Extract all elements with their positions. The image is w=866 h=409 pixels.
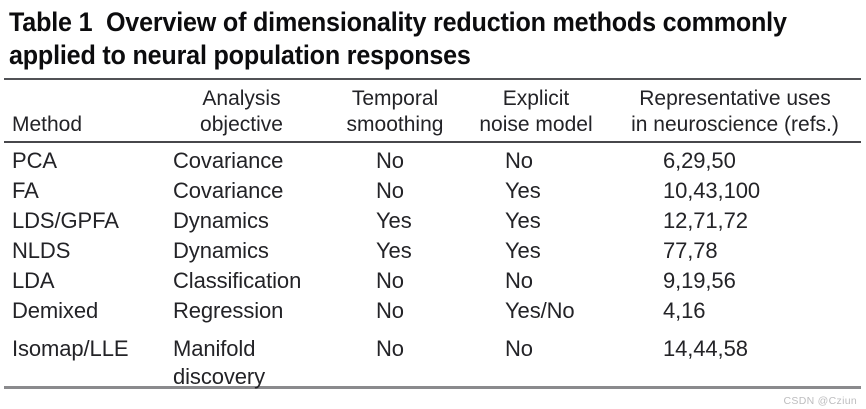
table-row-isomap-lle: Isomap/LLE Manifold discovery No No 14,4… <box>0 326 866 397</box>
table-row-lda: LDA Classification No No 9,19,56 <box>0 266 866 296</box>
table-row-lds-gpfa: LDS/GPFA Dynamics Yes Yes 12,71,72 <box>0 206 866 236</box>
cell-temporal-smoothing: No <box>376 336 404 361</box>
col-header-analysis-objective: Analysis objective <box>161 84 322 146</box>
cell-explicit-noise-model: Yes/No <box>505 298 575 323</box>
table-row-pca: PCA Covariance No No 6,29,50 <box>0 146 866 176</box>
col-header-temporal-smoothing: Temporal smoothing <box>322 84 468 146</box>
col-header-representative-uses: Representative uses in neuroscience (ref… <box>604 84 866 146</box>
cell-temporal-smoothing: No <box>376 178 404 203</box>
cell-method: PCA <box>12 148 57 173</box>
cell-analysis-objective: Regression <box>173 298 284 323</box>
cell-method: LDS/GPFA <box>12 208 119 233</box>
header-line: Analysis <box>202 87 281 110</box>
cell-analysis-objective: Dynamics <box>173 208 269 233</box>
cell-analysis-objective: Dynamics <box>173 238 269 263</box>
header-line: in neuroscience (refs.) <box>631 113 839 136</box>
cell-analysis-objective: Classification <box>173 268 302 293</box>
header-line: Representative uses <box>639 87 831 110</box>
header-line: Explicit <box>502 87 570 110</box>
cell-temporal-smoothing: No <box>376 148 404 173</box>
cell-explicit-noise-model: Yes <box>505 178 541 203</box>
cell-refs: 10,43,100 <box>663 178 760 203</box>
title-divider <box>4 78 861 80</box>
header-line: noise model <box>479 113 593 136</box>
bottom-divider <box>4 386 861 389</box>
cell-method: NLDS <box>12 238 71 263</box>
table-title: Table 1 Overview of dimensionality reduc… <box>9 6 865 72</box>
cell-method: Demixed <box>12 298 99 323</box>
cell-refs: 12,71,72 <box>663 208 748 233</box>
cell-refs: 4,16 <box>663 298 706 323</box>
cell-explicit-noise-model: No <box>505 148 533 173</box>
cell-temporal-smoothing: Yes <box>376 238 412 263</box>
table-row-demixed: Demixed Regression No Yes/No 4,16 <box>0 296 866 326</box>
header-line: objective <box>200 113 283 136</box>
table-title-line-1: Table 1 Overview of dimensionality reduc… <box>9 7 787 37</box>
cell-temporal-smoothing: No <box>376 298 404 323</box>
methods-table: Method Analysis objective Temporal smoot… <box>0 84 866 397</box>
cell-refs: 6,29,50 <box>663 148 736 173</box>
cell-explicit-noise-model: No <box>505 268 533 293</box>
cell-explicit-noise-model: Yes <box>505 208 541 233</box>
table-row-nlds: NLDS Dynamics Yes Yes 77,78 <box>0 236 866 266</box>
col-header-method: Method <box>0 84 161 146</box>
table-header-row: Method Analysis objective Temporal smoot… <box>0 84 866 146</box>
cell-method: LDA <box>12 268 55 293</box>
cell-temporal-smoothing: No <box>376 268 404 293</box>
cell-refs: 9,19,56 <box>663 268 736 293</box>
cell-refs: 14,44,58 <box>663 336 748 361</box>
cell-explicit-noise-model: No <box>505 336 533 361</box>
cell-analysis-objective: Covariance <box>173 148 284 173</box>
cell-explicit-noise-model: Yes <box>505 238 541 263</box>
col-header-explicit-noise-model: Explicit noise model <box>468 84 604 146</box>
cell-analysis-objective: Manifold discovery <box>173 336 266 389</box>
header-line: smoothing <box>346 113 444 136</box>
cell-method: FA <box>12 178 39 203</box>
cell-analysis-objective: Covariance <box>173 178 284 203</box>
table-row-fa: FA Covariance No Yes 10,43,100 <box>0 176 866 206</box>
header-divider <box>4 141 861 143</box>
cell-temporal-smoothing: Yes <box>376 208 412 233</box>
table-title-line-2: applied to neural population responses <box>9 40 471 70</box>
cell-refs: 77,78 <box>663 238 718 263</box>
cell-method: Isomap/LLE <box>12 336 129 361</box>
header-line: Temporal <box>351 87 439 110</box>
watermark: CSDN @Cziun <box>783 395 857 407</box>
header-line: Method <box>12 113 83 136</box>
